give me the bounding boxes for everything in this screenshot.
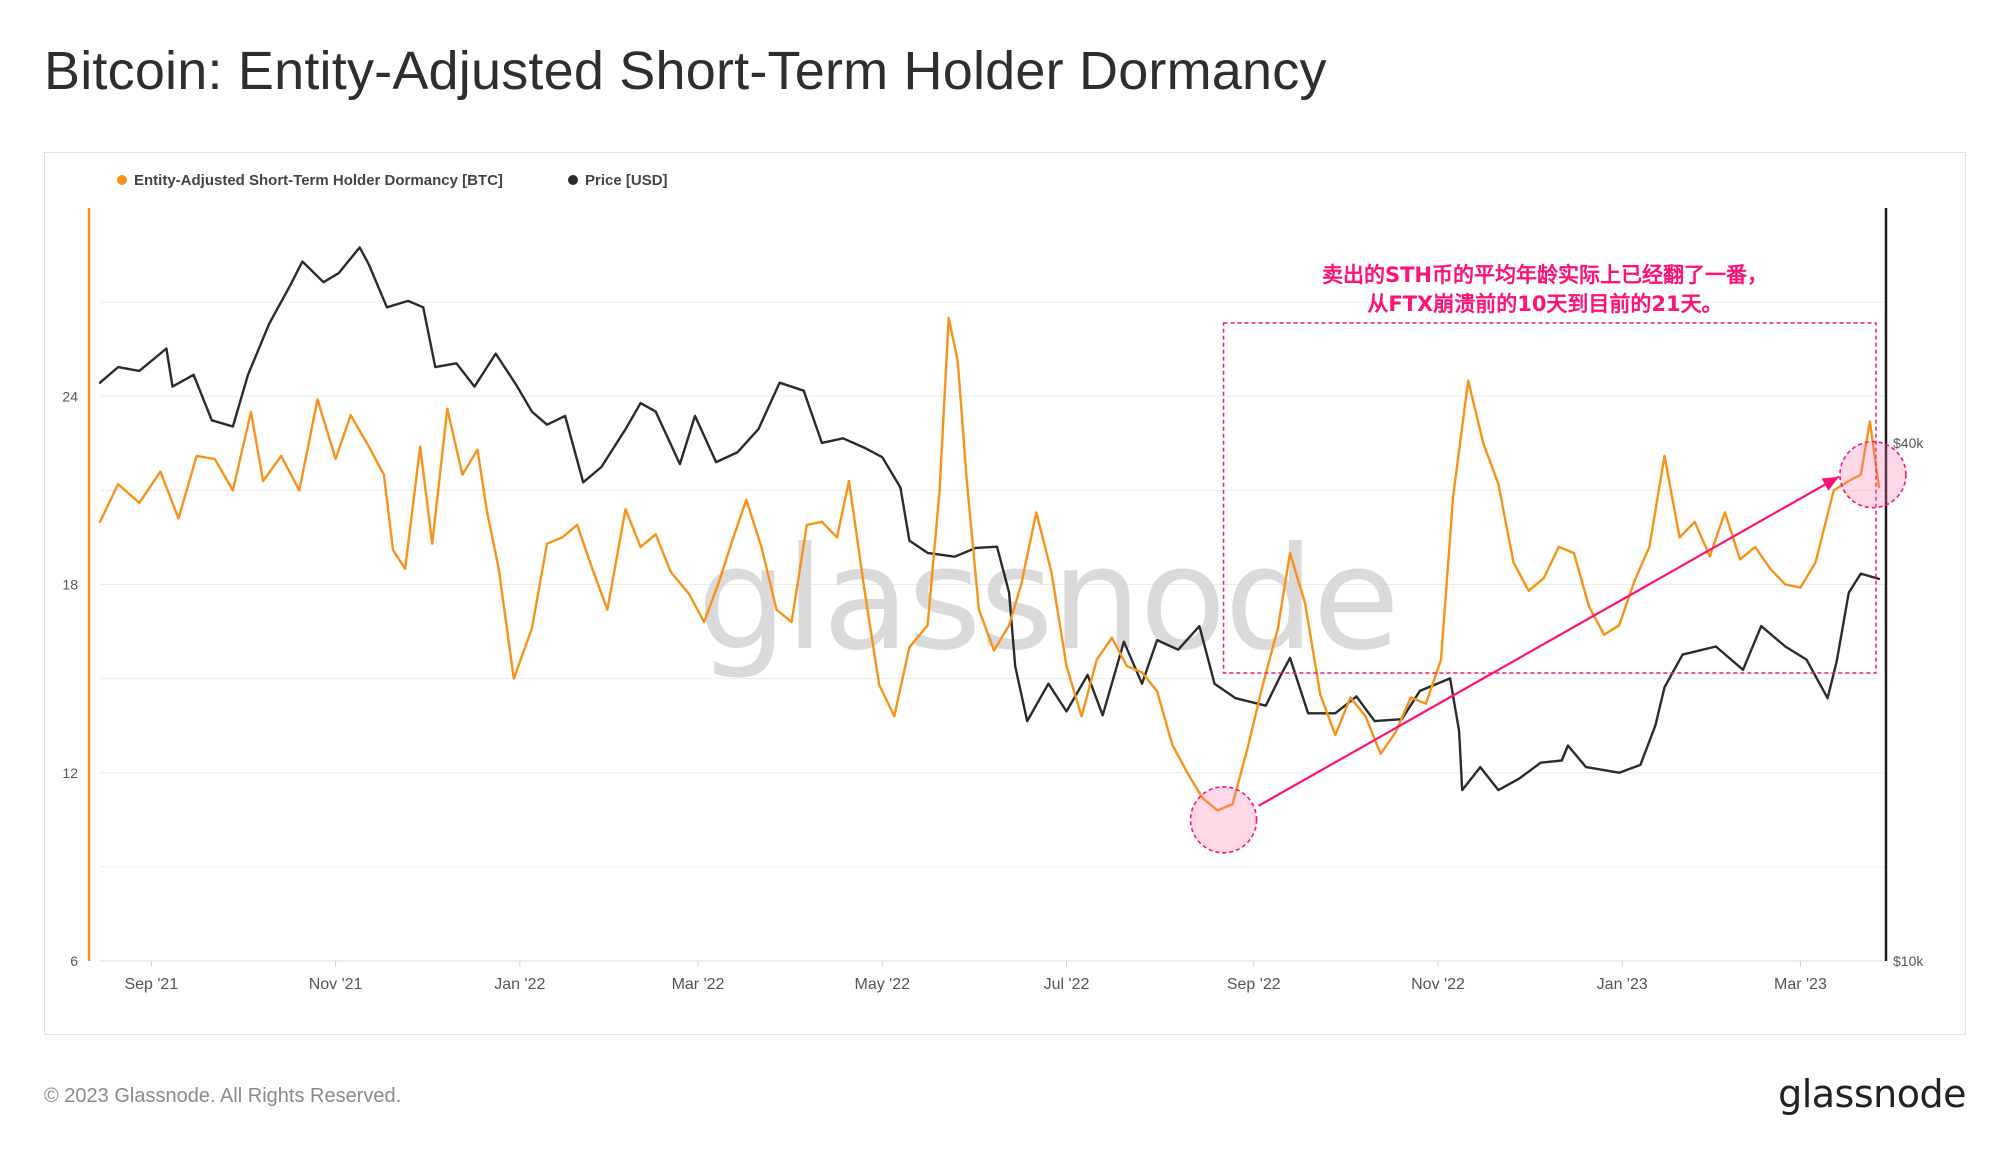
x-tick-label: Sep '22 <box>1227 976 1281 993</box>
chart: Entity-Adjusted Short-Term Holder Dorman… <box>62 172 1924 993</box>
x-tick-label: Nov '22 <box>1411 976 1465 993</box>
annotation-dashed-box <box>1222 322 1877 674</box>
y-left-tick-label: 24 <box>62 388 78 404</box>
legend-price-marker <box>568 175 578 185</box>
grid-lines <box>100 301 1885 868</box>
y-right-tick-label: $40k <box>1893 435 1924 451</box>
chart-container: Entity-Adjusted Short-Term Holder Dorman… <box>44 152 1966 1035</box>
annotation-circle-start <box>1189 786 1258 854</box>
annotation-circle-end <box>1839 440 1907 509</box>
footer-logo: glassnode <box>1778 1072 1966 1116</box>
x-tick-label: Jan '23 <box>1597 976 1648 993</box>
x-tick-label: Mar '22 <box>672 976 725 993</box>
y-right-tick-label: $10k <box>1893 953 1924 969</box>
annotation-arrow-head <box>1821 476 1839 491</box>
annotation-text-line-1: 卖出的STH币的平均年龄实际上已经翻了一番， <box>1322 263 1768 287</box>
axes: 6 12 18 24 $10k $40k Sep '21 Nov '21 Jan '22 Mar … <box>62 208 1924 993</box>
watermark: glassnode <box>697 517 1398 682</box>
y-left-tick-label: 18 <box>62 577 78 593</box>
x-tick-label: Sep '21 <box>124 976 178 993</box>
y-left-tick-label: 12 <box>62 765 78 781</box>
x-tick-label: Nov '21 <box>309 976 363 993</box>
legend-price-label[interactable]: Price [USD] <box>585 172 668 189</box>
legend-dormancy-label[interactable]: Entity-Adjusted Short-Term Holder Dorman… <box>134 172 503 189</box>
annotation-arrow-line <box>1258 475 1840 807</box>
y-left-tick-label: 6 <box>70 953 78 969</box>
legend-dormancy-marker <box>117 175 127 185</box>
page-title: Bitcoin: Entity-Adjusted Short-Term Hold… <box>44 41 1327 101</box>
dormancy-series-line <box>98 316 1881 812</box>
annotation-text-line-2: 从FTX崩溃前的10天到目前的21天。 <box>1367 292 1722 316</box>
x-tick-label: Jul '22 <box>1044 976 1090 993</box>
series <box>98 246 1881 812</box>
price-series-line <box>98 246 1881 792</box>
legend: Entity-Adjusted Short-Term Holder Dorman… <box>117 172 668 189</box>
x-tick-label: May '22 <box>854 976 910 993</box>
footer-copyright: © 2023 Glassnode. All Rights Reserved. <box>44 1085 402 1107</box>
x-tick-label: Jan '22 <box>494 976 545 993</box>
x-tick-label: Mar '23 <box>1774 976 1827 993</box>
annotation: 卖出的STH币的平均年龄实际上已经翻了一番， 从FTX崩溃前的10天到目前的21天… <box>1189 263 1907 854</box>
